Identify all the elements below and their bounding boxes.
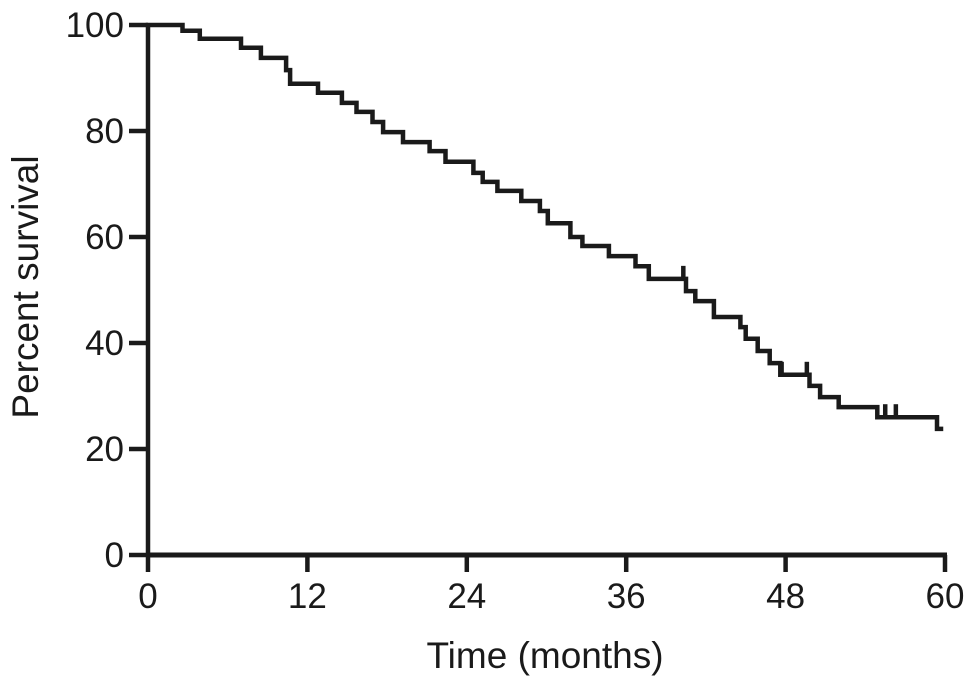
y-axis-title: Percent survival <box>5 155 46 418</box>
x-tick-label: 36 <box>607 577 646 616</box>
y-tick-label: 60 <box>85 218 124 257</box>
y-axis-tick-marks <box>129 22 148 558</box>
y-tick-label: 20 <box>85 430 124 469</box>
x-axis-title: Time (months) <box>426 635 663 676</box>
x-tick-label: 48 <box>766 577 805 616</box>
y-tick-label: 80 <box>85 112 124 151</box>
x-tick-label: 0 <box>138 577 157 616</box>
censor-marks <box>681 265 899 419</box>
y-tick-label: 40 <box>85 324 124 363</box>
y-tick-label: 100 <box>66 6 124 45</box>
survival-step-curve <box>145 22 944 432</box>
x-axis-tick-marks <box>145 555 948 572</box>
x-tick-label: 12 <box>288 577 327 616</box>
x-tick-label: 60 <box>926 577 965 616</box>
x-axis-tick-labels: 0 12 24 36 48 60 <box>138 577 964 616</box>
y-axis-tick-labels: 100 80 60 40 20 0 <box>66 6 124 575</box>
x-tick-label: 24 <box>447 577 486 616</box>
y-tick-label: 0 <box>105 536 124 575</box>
